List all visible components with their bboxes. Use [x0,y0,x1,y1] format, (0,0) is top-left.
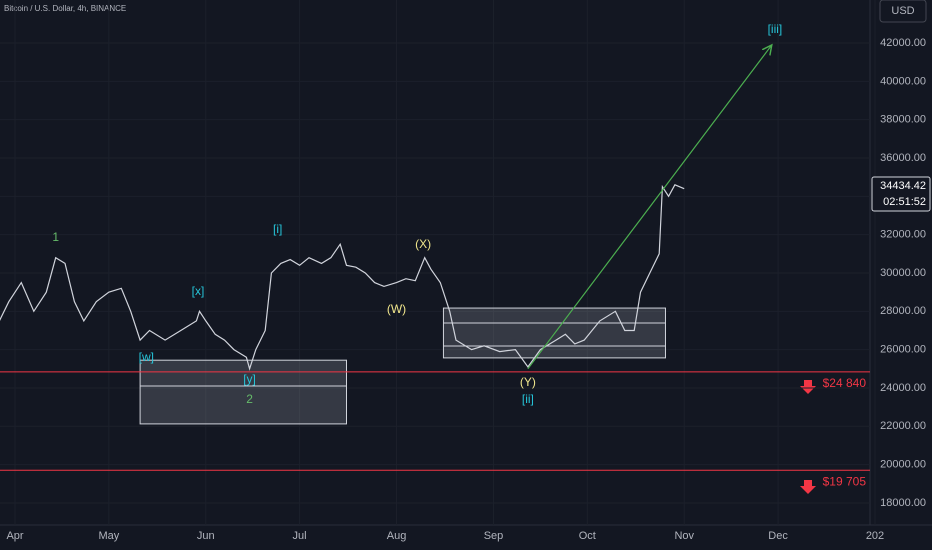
zone [139,359,347,425]
x-tick-label: Oct [579,530,596,542]
wave-label: 2 [246,392,253,406]
y-tick-label: 26000.00 [880,344,926,356]
wave-label: [y] [243,372,256,386]
price-line [0,184,685,371]
price-tag-label: 34434.42 [880,180,926,192]
x-tick-label: May [98,530,119,542]
countdown: 02:51:52 [883,196,926,208]
x-tick-label: Aug [387,530,407,542]
down-arrow-icon [800,380,816,394]
x-tick-label: Dec [768,530,788,542]
y-tick-label: 20000.00 [880,459,926,471]
x-tick-label: Nov [674,530,694,542]
x-tick-label: 202 [866,530,884,542]
level-label: $24 840 [823,376,867,390]
y-tick-label: 32000.00 [880,229,926,241]
projection-arrow [527,45,772,370]
currency[interactable]: USD [891,5,914,17]
y-tick-label: 36000.00 [880,152,926,164]
y-tick-label: 30000.00 [880,267,926,279]
chart-title: Bitcoin / U.S. Dollar, 4h, BINANCE [4,4,126,13]
x-tick-label: Apr [6,530,23,542]
currency-button[interactable] [879,0,927,23]
level-label: $19 705 [823,474,867,488]
wave-label: 1 [52,230,59,244]
x-tick-label: Jul [293,530,307,542]
wave-label: [w] [139,350,154,364]
wave-label: [i] [273,222,282,236]
y-tick-label: 24000.00 [880,382,926,394]
wave-label: (Y) [520,375,536,389]
y-tick-label: 38000.00 [880,114,926,126]
wave-label: [ii] [522,392,534,406]
y-tick-label: 18000.00 [880,497,926,509]
x-tick-label: Jun [197,530,215,542]
price-tag [871,176,931,212]
wave-label: (W) [387,302,406,316]
wave-label: [x] [192,284,205,298]
y-tick-label: 22000.00 [880,420,926,432]
y-tick-label: 40000.00 [880,75,926,87]
y-tick-label: 28000.00 [880,305,926,317]
x-tick-label: Sep [484,530,504,542]
down-arrow-icon [800,480,816,494]
y-tick-label: 42000.00 [880,37,926,49]
wave-label: (X) [415,237,431,251]
wave-label: [iii] [768,22,783,36]
